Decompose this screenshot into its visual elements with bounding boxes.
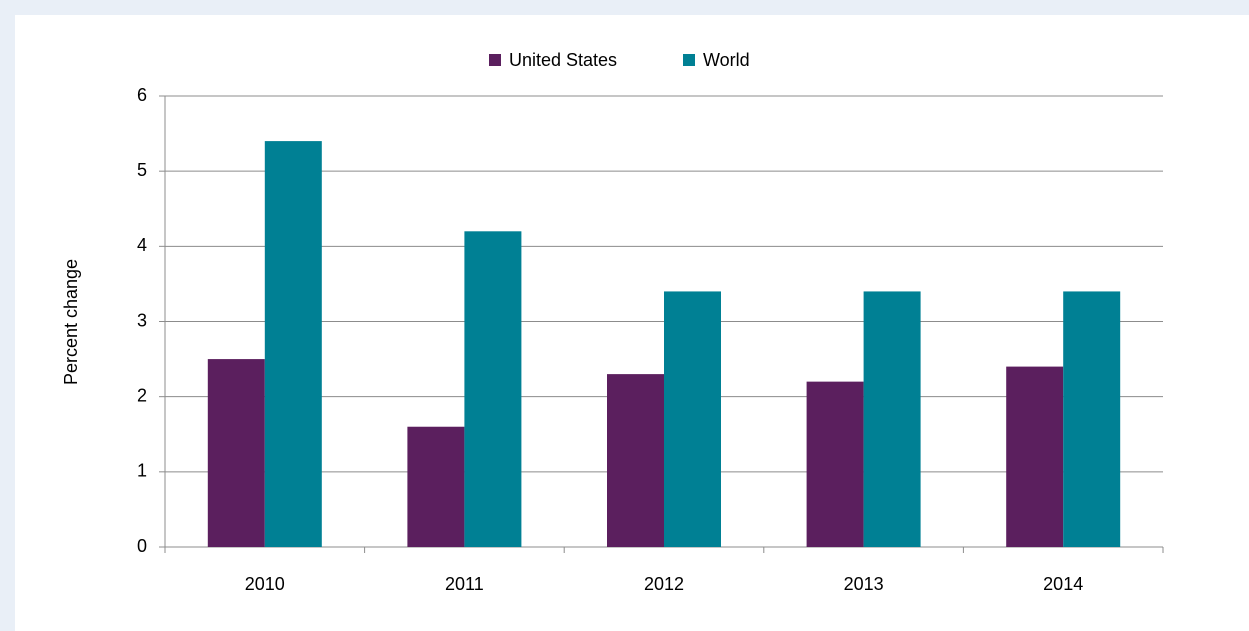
x-tick-label: 2010 bbox=[245, 574, 285, 594]
bar bbox=[464, 231, 522, 548]
x-tick-label: 2014 bbox=[1043, 574, 1083, 594]
y-tick-label: 3 bbox=[137, 310, 147, 330]
bar bbox=[207, 359, 265, 547]
y-tick-label: 0 bbox=[137, 536, 147, 556]
bar bbox=[264, 141, 322, 547]
bar bbox=[1063, 291, 1121, 547]
y-tick-label: 5 bbox=[137, 160, 147, 180]
bar bbox=[1006, 366, 1064, 547]
legend-swatch bbox=[683, 54, 695, 66]
bar bbox=[806, 381, 864, 547]
x-tick-label: 2011 bbox=[445, 574, 484, 594]
y-tick-label: 1 bbox=[137, 461, 147, 481]
legend-label: United States bbox=[509, 50, 617, 70]
x-tick-label: 2013 bbox=[844, 574, 884, 594]
bar bbox=[664, 291, 721, 547]
bar bbox=[607, 374, 664, 547]
bar bbox=[863, 291, 921, 547]
y-tick-label: 4 bbox=[137, 235, 147, 255]
y-axis-label: Percent change bbox=[61, 259, 81, 385]
bar bbox=[407, 426, 465, 547]
y-tick-label: 2 bbox=[137, 385, 147, 405]
legend-swatch bbox=[489, 54, 501, 66]
legend-label: World bbox=[703, 50, 750, 70]
x-tick-label: 2012 bbox=[644, 574, 684, 594]
y-tick-label: 6 bbox=[137, 85, 147, 105]
